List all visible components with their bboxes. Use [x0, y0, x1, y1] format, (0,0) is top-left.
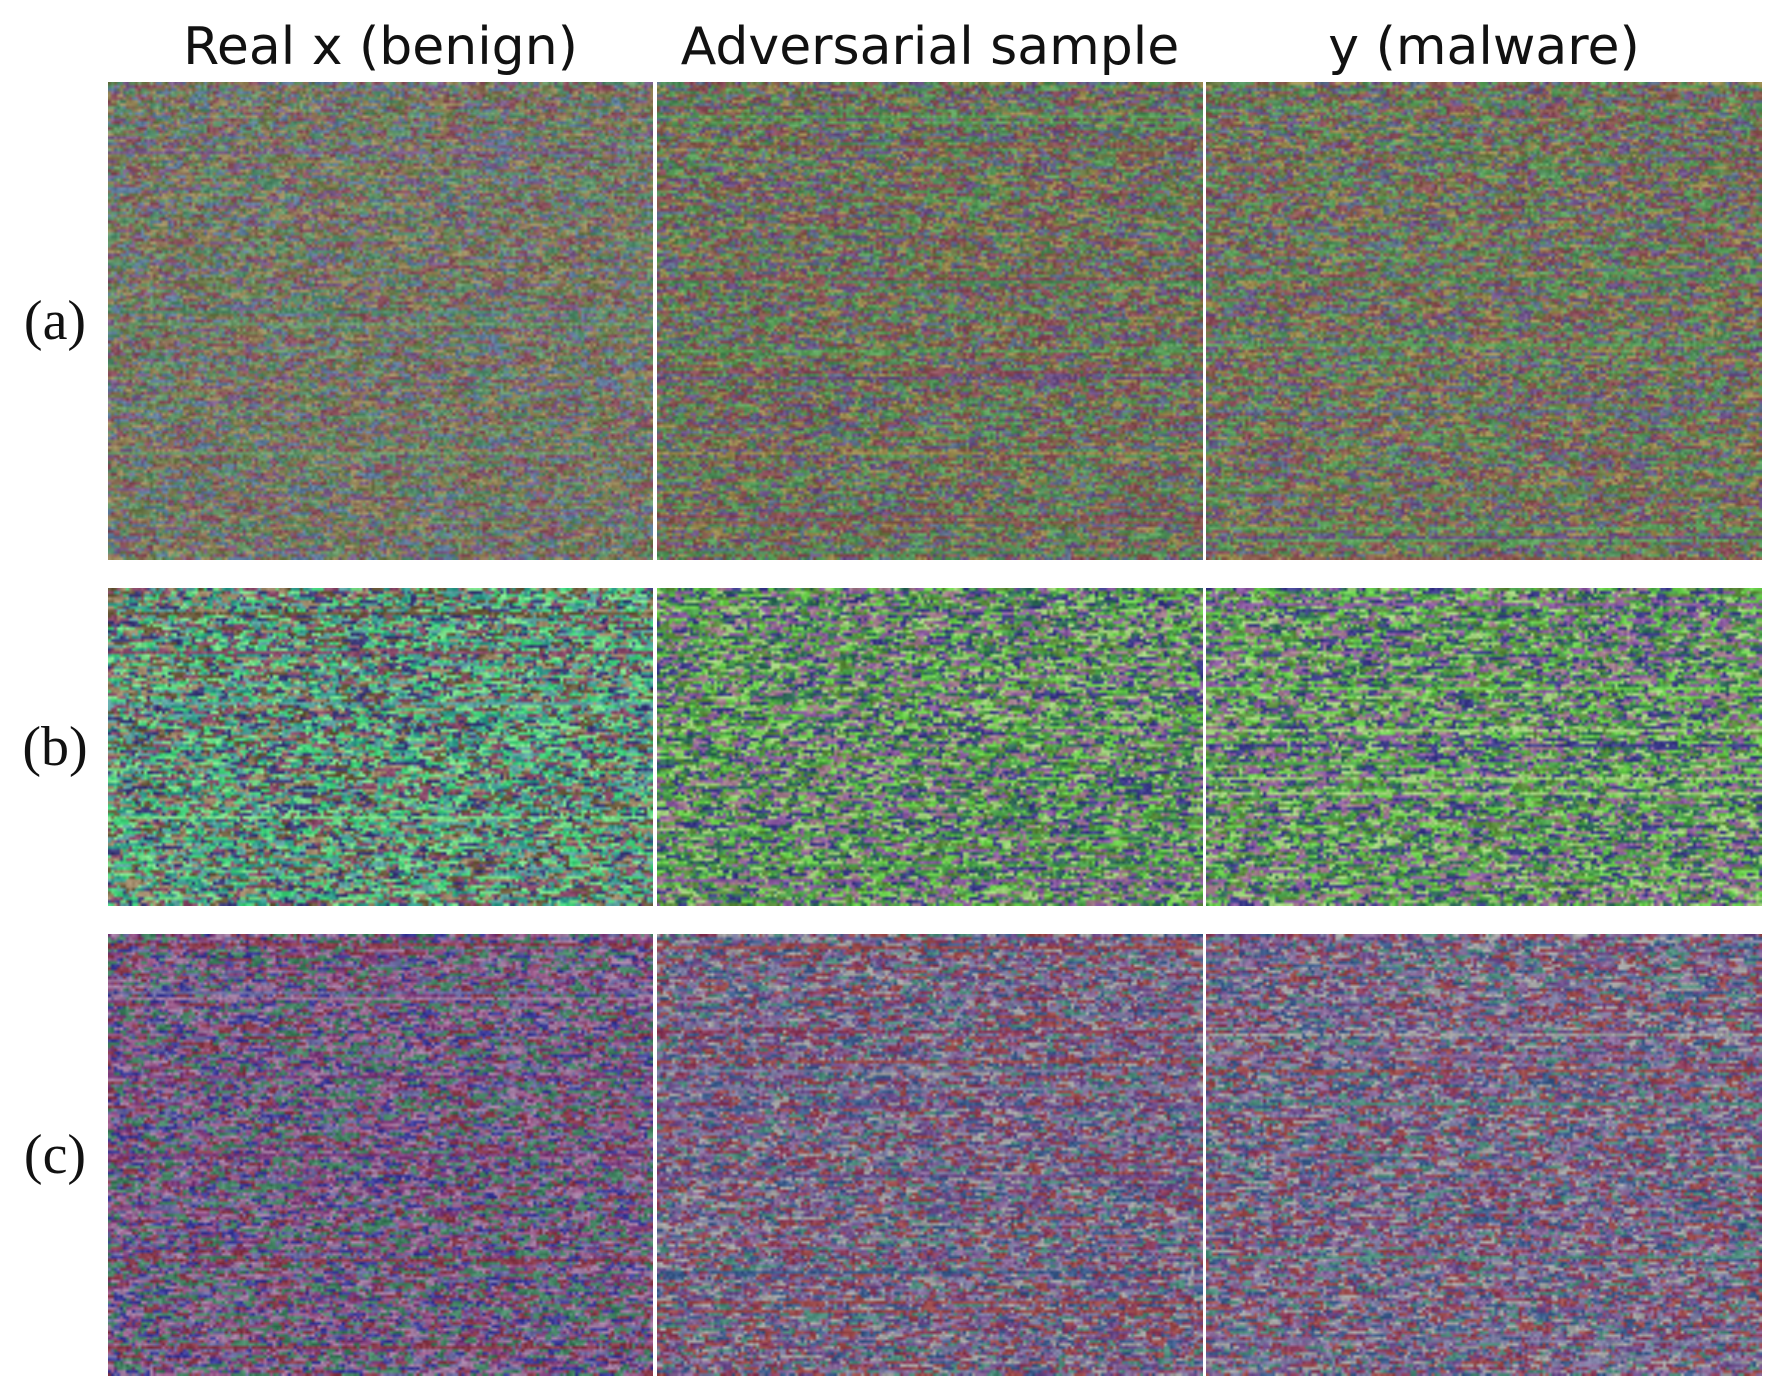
row-label-a: (a) — [23, 290, 87, 352]
image-c-y-malware — [1206, 934, 1762, 1376]
image-a-adversarial-sample — [657, 82, 1203, 560]
image-c-adversarial-sample — [657, 934, 1203, 1376]
row-label-b: (b) — [22, 716, 88, 778]
image-c-real-x-benign — [108, 934, 653, 1376]
column-header-adversarial-sample: Adversarial sample — [680, 17, 1180, 77]
row-label-c: (c) — [23, 1124, 87, 1186]
image-b-y-malware — [1206, 588, 1762, 906]
column-header-y-malware: y (malware) — [1328, 17, 1640, 77]
image-a-y-malware — [1206, 82, 1762, 560]
image-b-adversarial-sample — [657, 588, 1203, 906]
image-a-real-x-benign — [108, 82, 653, 560]
image-b-real-x-benign — [108, 588, 653, 906]
column-header-real-x-benign: Real x (benign) — [183, 17, 578, 77]
